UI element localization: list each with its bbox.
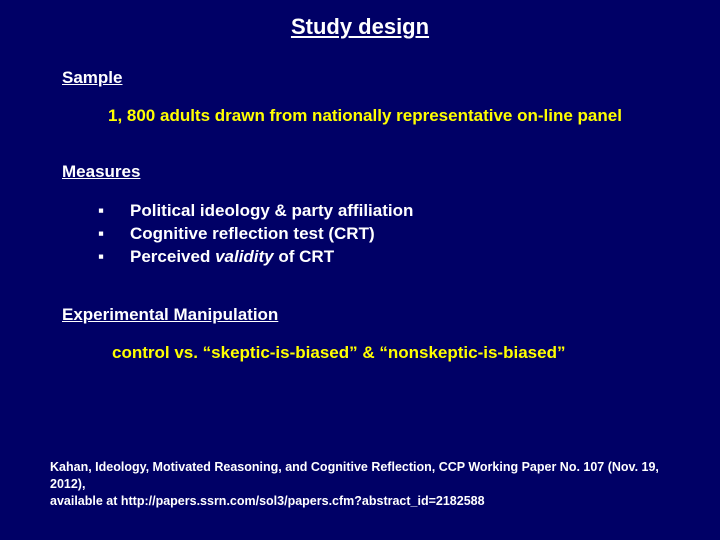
citation-line2: available at http://papers.ssrn.com/sol3… <box>50 494 485 508</box>
manipulation-heading: Experimental Manipulation <box>62 305 670 325</box>
list-item-text-suffix: of CRT <box>274 247 334 266</box>
measures-list: Political ideology & party affiliation C… <box>98 200 670 269</box>
list-item-text-prefix: Perceived <box>130 247 215 266</box>
slide-container: Study design Sample 1, 800 adults drawn … <box>0 0 720 540</box>
sample-text: 1, 800 adults drawn from nationally repr… <box>108 106 670 126</box>
slide-title: Study design <box>170 14 550 40</box>
measures-heading: Measures <box>62 162 670 182</box>
citation: Kahan, Ideology, Motivated Reasoning, an… <box>50 459 670 510</box>
list-item: Perceived validity of CRT <box>98 246 670 269</box>
list-item: Cognitive reflection test (CRT) <box>98 223 670 246</box>
citation-line1: Kahan, Ideology, Motivated Reasoning, an… <box>50 460 659 491</box>
sample-heading: Sample <box>62 68 670 88</box>
list-item-text-italic: validity <box>215 247 274 266</box>
manipulation-text: control vs. “skeptic-is-biased” & “nonsk… <box>112 343 670 363</box>
list-item: Political ideology & party affiliation <box>98 200 670 223</box>
